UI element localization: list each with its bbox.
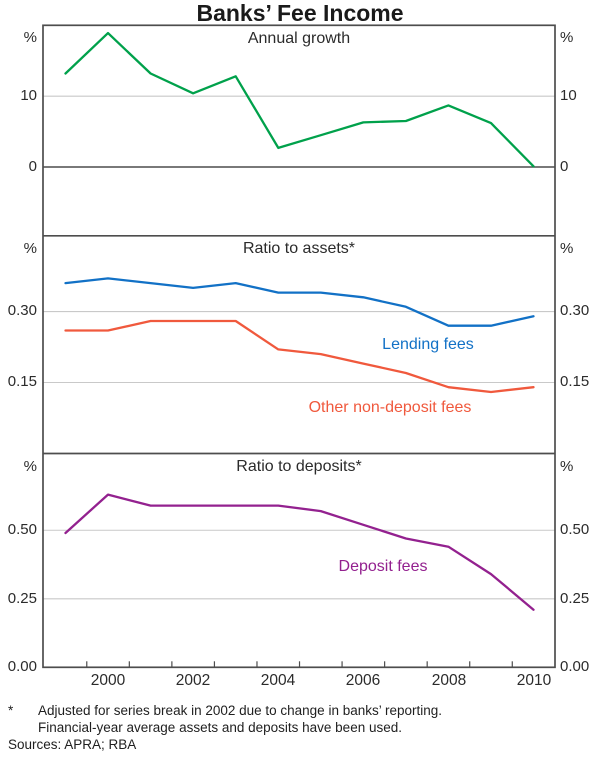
y-tick-label: 0.00 bbox=[560, 658, 590, 675]
y-tick-label: 0.50 bbox=[560, 521, 590, 538]
y-tick-label: 0.25 bbox=[560, 590, 590, 607]
footnote-line2: Financial-year average assets and deposi… bbox=[38, 720, 402, 735]
series-label-deposit-fees: Deposit fees bbox=[338, 558, 428, 575]
x-tick-label: 2004 bbox=[260, 672, 296, 689]
y-tick-label: 0.15 bbox=[7, 373, 37, 390]
chart-frame bbox=[42, 24, 556, 669]
y-tick-label: 0.30 bbox=[7, 302, 37, 319]
series-line-annual-growth bbox=[64, 31, 535, 168]
y-unit-label: % bbox=[23, 29, 37, 46]
x-tick-label: 2000 bbox=[90, 672, 126, 689]
y-unit-label: % bbox=[23, 458, 37, 475]
series-line-lending-fees bbox=[64, 277, 535, 327]
y-tick-label: 0.15 bbox=[560, 373, 590, 390]
y-tick-label: 0.00 bbox=[7, 658, 37, 675]
x-tick-label: 2006 bbox=[345, 672, 381, 689]
chart-title: Banks’ Fee Income bbox=[196, 0, 404, 26]
series-label-lending-fees: Lending fees bbox=[382, 336, 474, 353]
y-unit-label: % bbox=[560, 458, 574, 475]
x-tick-label: 2008 bbox=[431, 672, 467, 689]
y-unit-label: % bbox=[23, 240, 37, 257]
y-tick-label: 0 bbox=[28, 158, 37, 175]
y-tick-label: 0.50 bbox=[7, 521, 37, 538]
y-tick-label: 0.30 bbox=[560, 302, 590, 319]
series-line-deposit-fees bbox=[64, 493, 535, 611]
panel-title-ratio-to-deposits: Ratio to deposits* bbox=[236, 458, 362, 475]
y-unit-label: % bbox=[560, 29, 574, 46]
footnote-line1: Adjusted for series break in 2002 due to… bbox=[38, 703, 443, 718]
footnote-sources: Sources: APRA; RBA bbox=[8, 737, 137, 752]
y-unit-label: % bbox=[560, 240, 574, 257]
y-tick-label: 0.25 bbox=[7, 590, 37, 607]
y-tick-label: 10 bbox=[20, 87, 37, 104]
y-tick-label: 0 bbox=[560, 158, 569, 175]
x-tick-label: 2002 bbox=[175, 672, 211, 689]
panel-title-ratio-to-assets: Ratio to assets* bbox=[242, 240, 356, 257]
y-tick-label: 10 bbox=[560, 87, 577, 104]
panel-title-annual-growth: Annual growth bbox=[247, 30, 351, 47]
series-line-other-non-deposit-fees bbox=[64, 319, 535, 394]
series-label-other-non-deposit-fees: Other non-deposit fees bbox=[308, 399, 472, 416]
x-tick-label: 2010 bbox=[516, 672, 552, 689]
footnote-marker: * bbox=[8, 703, 14, 718]
